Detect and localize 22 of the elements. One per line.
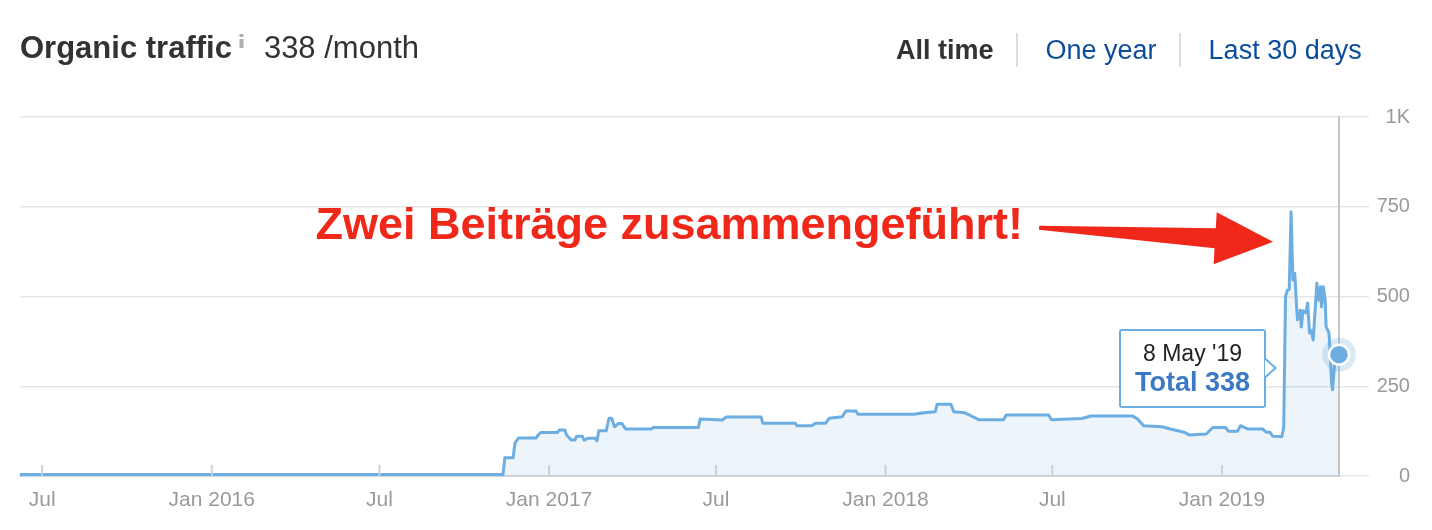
chart-title: Organic traffic [20, 29, 232, 67]
annotation: 8 May '19 [1142, 338, 1243, 367]
y-tick-label: 750 [1376, 194, 1410, 217]
x-tick-label: Jan 2018 [842, 487, 929, 511]
x-tick-label: Jan 2019 [1178, 487, 1266, 511]
x-tick-label: Jan 2016 [168, 487, 255, 511]
text: One year [1015, 33, 1179, 67]
annotation: Zwei Beiträge zusammengeführt! [315, 198, 1024, 250]
y-tick-label: 500 [1376, 284, 1410, 307]
annotation: Total 338 [1135, 366, 1251, 397]
text: All time [896, 34, 995, 67]
x-tick-label: Jul [702, 487, 730, 511]
y-tick-label: 0 [1398, 463, 1410, 486]
tooltip: 8 May '19 Total 338 [1119, 328, 1278, 408]
y-tick-label: 1K [1385, 104, 1411, 127]
text: Last 30 days [1178, 33, 1384, 67]
y-tick-label: 250 [1376, 373, 1410, 396]
chart-subtitle: 338 /month [263, 29, 419, 67]
x-tick-label: Jul [28, 487, 56, 511]
x-tick-label: Jan 2017 [505, 487, 593, 511]
x-tick-label: Jul [366, 487, 393, 511]
x-tick-label: Jul [1038, 487, 1066, 511]
